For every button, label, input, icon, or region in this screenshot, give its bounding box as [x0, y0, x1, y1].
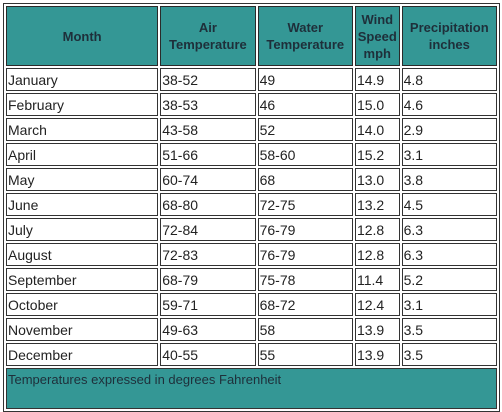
climate-table: Month Air Temperature Water Temperature …	[3, 3, 500, 412]
table-row: August 72-83 76-79 12.8 6.3	[6, 243, 497, 266]
cell-air-temperature: 68-80	[160, 193, 256, 216]
cell-month: November	[6, 318, 159, 341]
cell-air-temperature: 60-74	[160, 168, 256, 191]
cell-air-temperature: 72-83	[160, 243, 256, 266]
cell-wind-speed: 14.0	[354, 118, 400, 141]
cell-month: September	[6, 268, 159, 291]
header-air-temperature: Air Temperature	[160, 6, 256, 66]
cell-water-temperature: 58	[257, 318, 353, 341]
header-precipitation: Precipitation inches	[401, 6, 497, 66]
cell-month: October	[6, 293, 159, 316]
cell-water-temperature: 72-75	[257, 193, 353, 216]
cell-wind-speed: 12.8	[354, 218, 400, 241]
cell-wind-speed: 13.2	[354, 193, 400, 216]
footnote: Temperatures expressed in degrees Fahren…	[6, 368, 497, 409]
table-row: December 40-55 55 13.9 3.5	[6, 343, 497, 366]
cell-air-temperature: 40-55	[160, 343, 256, 366]
cell-water-temperature: 46	[257, 93, 353, 116]
header-water-temperature: Water Temperature	[257, 6, 353, 66]
cell-precipitation: 4.8	[401, 68, 497, 91]
cell-month: August	[6, 243, 159, 266]
cell-precipitation: 5.2	[401, 268, 497, 291]
table-row: May 60-74 68 13.0 3.8	[6, 168, 497, 191]
table-row: January 38-52 49 14.9 4.8	[6, 68, 497, 91]
cell-air-temperature: 49-63	[160, 318, 256, 341]
cell-water-temperature: 49	[257, 68, 353, 91]
cell-water-temperature: 68-72	[257, 293, 353, 316]
cell-precipitation: 3.8	[401, 168, 497, 191]
cell-precipitation: 4.5	[401, 193, 497, 216]
cell-wind-speed: 12.4	[354, 293, 400, 316]
cell-air-temperature: 59-71	[160, 293, 256, 316]
cell-wind-speed: 13.0	[354, 168, 400, 191]
cell-precipitation: 6.3	[401, 243, 497, 266]
cell-water-temperature: 68	[257, 168, 353, 191]
cell-month: March	[6, 118, 159, 141]
cell-water-temperature: 76-79	[257, 243, 353, 266]
cell-month: April	[6, 143, 159, 166]
footnote-row: Temperatures expressed in degrees Fahren…	[6, 368, 497, 409]
cell-wind-speed: 12.8	[354, 243, 400, 266]
cell-air-temperature: 72-84	[160, 218, 256, 241]
cell-precipitation: 2.9	[401, 118, 497, 141]
cell-water-temperature: 75-78	[257, 268, 353, 291]
table-row: March 43-58 52 14.0 2.9	[6, 118, 497, 141]
cell-month: February	[6, 93, 159, 116]
table-row: November 49-63 58 13.9 3.5	[6, 318, 497, 341]
cell-air-temperature: 51-66	[160, 143, 256, 166]
cell-air-temperature: 68-79	[160, 268, 256, 291]
table-row: April 51-66 58-60 15.2 3.1	[6, 143, 497, 166]
cell-wind-speed: 14.9	[354, 68, 400, 91]
cell-air-temperature: 43-58	[160, 118, 256, 141]
cell-month: June	[6, 193, 159, 216]
cell-water-temperature: 58-60	[257, 143, 353, 166]
cell-wind-speed: 15.2	[354, 143, 400, 166]
table-row: July 72-84 76-79 12.8 6.3	[6, 218, 497, 241]
table-row: June 68-80 72-75 13.2 4.5	[6, 193, 497, 216]
cell-air-temperature: 38-53	[160, 93, 256, 116]
header-wind-speed: Wind Speed mph	[354, 6, 400, 66]
table-row: February 38-53 46 15.0 4.6	[6, 93, 497, 116]
cell-month: July	[6, 218, 159, 241]
cell-precipitation: 6.3	[401, 218, 497, 241]
cell-month: December	[6, 343, 159, 366]
cell-air-temperature: 38-52	[160, 68, 256, 91]
cell-precipitation: 3.5	[401, 318, 497, 341]
table-row: October 59-71 68-72 12.4 3.1	[6, 293, 497, 316]
cell-month: January	[6, 68, 159, 91]
header-month: Month	[6, 6, 159, 66]
cell-water-temperature: 52	[257, 118, 353, 141]
cell-precipitation: 3.1	[401, 293, 497, 316]
cell-water-temperature: 55	[257, 343, 353, 366]
cell-precipitation: 3.1	[401, 143, 497, 166]
header-row: Month Air Temperature Water Temperature …	[6, 6, 497, 66]
table-row: September 68-79 75-78 11.4 5.2	[6, 268, 497, 291]
cell-wind-speed: 11.4	[354, 268, 400, 291]
cell-month: May	[6, 168, 159, 191]
cell-precipitation: 3.5	[401, 343, 497, 366]
table-body: January 38-52 49 14.9 4.8 February 38-53 46 15.0…	[6, 68, 497, 366]
cell-wind-speed: 13.9	[354, 318, 400, 341]
cell-wind-speed: 15.0	[354, 93, 400, 116]
cell-precipitation: 4.6	[401, 93, 497, 116]
cell-wind-speed: 13.9	[354, 343, 400, 366]
cell-water-temperature: 76-79	[257, 218, 353, 241]
